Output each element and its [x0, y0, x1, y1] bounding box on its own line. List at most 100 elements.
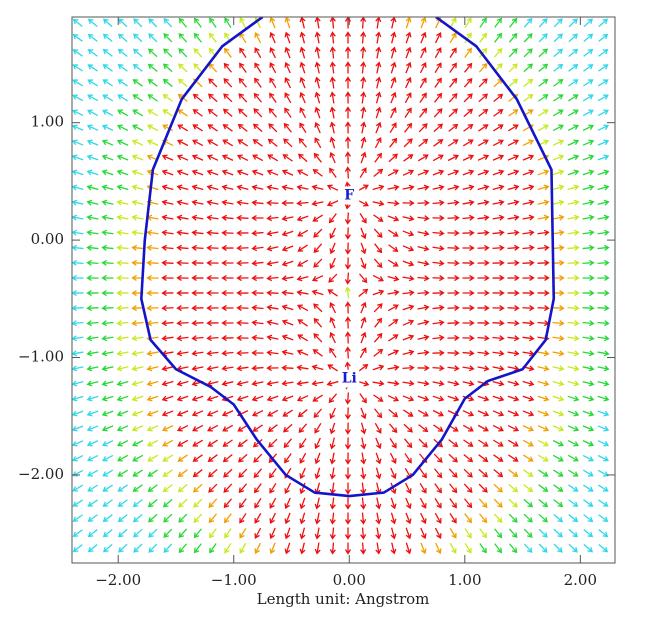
- field-arrow: [253, 468, 263, 479]
- field-arrow: [583, 79, 594, 87]
- field-arrow: [597, 320, 610, 327]
- field-arrow: [238, 77, 247, 88]
- field-arrow: [148, 18, 158, 28]
- field-arrow: [161, 410, 174, 417]
- field-arrow: [191, 320, 204, 327]
- field-arrow: [207, 468, 218, 478]
- field-arrow: [389, 106, 397, 119]
- field-arrow: [478, 124, 489, 132]
- field-arrow: [251, 334, 264, 341]
- field-arrow: [252, 139, 263, 147]
- field-arrow: [507, 350, 520, 357]
- field-arrow: [553, 18, 563, 28]
- field-arrow: [193, 17, 202, 28]
- field-arrow: [598, 543, 609, 553]
- field-arrow: [567, 454, 579, 462]
- field-arrow: [492, 154, 505, 161]
- field-arrow: [87, 94, 99, 102]
- field-arrow: [223, 78, 233, 88]
- field-arrow: [537, 244, 550, 251]
- field-arrow: [405, 497, 412, 510]
- field-arrow: [86, 214, 99, 221]
- field-arrow: [582, 454, 594, 462]
- field-arrow: [221, 365, 234, 372]
- field-arrow: [116, 274, 129, 282]
- field-arrow: [494, 528, 503, 539]
- field-arrow: [297, 259, 309, 267]
- field-arrow: [568, 499, 579, 507]
- field-arrow: [101, 425, 114, 432]
- field-arrow: [281, 380, 294, 387]
- field-arrow: [191, 169, 204, 176]
- field-arrow: [402, 319, 415, 326]
- field-arrow: [360, 527, 367, 540]
- field-arrow: [507, 229, 520, 236]
- field-arrow: [268, 123, 278, 133]
- field-arrow: [146, 139, 159, 146]
- field-arrow: [375, 46, 382, 59]
- field-arrow: [344, 212, 351, 225]
- field-arrow: [147, 109, 159, 117]
- field-arrow: [492, 229, 505, 236]
- field-arrow: [147, 63, 158, 73]
- field-arrow: [492, 439, 504, 447]
- field-arrow: [101, 229, 114, 236]
- x-axis-label: Length unit: Angstrom: [257, 590, 430, 608]
- field-arrow: [221, 274, 234, 282]
- field-arrow: [191, 289, 204, 297]
- field-arrow: [552, 124, 564, 132]
- field-arrow: [477, 365, 490, 372]
- field-arrow: [582, 139, 595, 146]
- field-arrow: [344, 286, 351, 299]
- field-arrow: [133, 33, 143, 43]
- field-arrow: [567, 350, 580, 357]
- field-arrow: [72, 33, 83, 42]
- field-arrow: [284, 453, 292, 464]
- field-arrow: [360, 242, 367, 255]
- field-arrow: [206, 350, 219, 357]
- field-arrow: [523, 469, 534, 477]
- field-arrow: [118, 543, 128, 553]
- field-arrow: [131, 410, 144, 417]
- field-arrow: [402, 184, 415, 191]
- field-arrow: [161, 184, 174, 191]
- atom-label: F: [344, 187, 354, 203]
- field-arrow: [207, 454, 218, 463]
- field-arrow: [344, 527, 352, 540]
- vector-field: [72, 17, 610, 555]
- field-arrow: [552, 335, 565, 342]
- field-arrow: [314, 527, 321, 540]
- field-arrow: [86, 305, 99, 312]
- field-arrow: [582, 425, 595, 432]
- field-arrow: [402, 380, 415, 387]
- field-arrow: [553, 528, 563, 538]
- field-arrow: [117, 469, 129, 477]
- field-arrow: [507, 365, 520, 372]
- field-arrow: [583, 529, 594, 538]
- field-arrow: [447, 274, 460, 282]
- field-arrow: [360, 151, 367, 164]
- field-arrow: [297, 409, 308, 418]
- field-arrow: [463, 439, 474, 447]
- field-arrow: [507, 320, 520, 327]
- field-arrow: [538, 543, 548, 553]
- field-arrow: [567, 244, 580, 251]
- field-arrow: [478, 468, 489, 478]
- field-arrow: [463, 483, 473, 493]
- field-arrow: [372, 289, 385, 296]
- field-arrow: [375, 121, 382, 134]
- field-arrow: [553, 94, 564, 102]
- field-arrow: [311, 275, 324, 282]
- field-arrow: [266, 245, 279, 252]
- field-arrow: [314, 31, 321, 44]
- field-arrow: [281, 275, 294, 282]
- field-arrow: [597, 184, 610, 191]
- field-arrow: [161, 154, 174, 161]
- field-arrow: [161, 320, 174, 327]
- field-arrow: [266, 319, 279, 326]
- field-arrow: [538, 513, 549, 523]
- field-arrow: [509, 543, 518, 554]
- field-arrow: [360, 227, 367, 240]
- field-arrow: [163, 528, 173, 538]
- field-arrow: [269, 527, 276, 540]
